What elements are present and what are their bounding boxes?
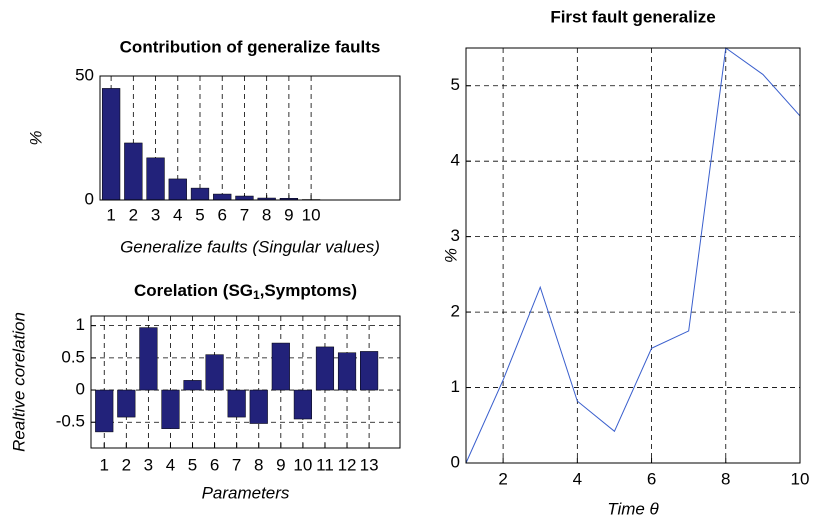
y-tick-label: 3	[451, 226, 460, 245]
x-tick-label: 8	[721, 469, 730, 488]
bar	[213, 193, 232, 201]
x-tick-label: 2	[129, 205, 138, 224]
y-tick-label: 2	[451, 302, 460, 321]
x-tick-label: 6	[217, 205, 226, 224]
title-subscript: 1	[253, 288, 260, 302]
data-line	[465, 47, 801, 464]
bar	[101, 88, 121, 201]
bar	[315, 346, 335, 391]
y-tick-label: 50	[75, 65, 94, 84]
x-tick-label: 8	[254, 455, 263, 474]
y-tick-label: 5	[451, 75, 460, 94]
bar	[117, 389, 136, 418]
x-tick-label: 5	[188, 455, 197, 474]
x-axis-label: Time θ	[607, 499, 659, 518]
x-tick-label: 1	[106, 205, 115, 224]
y-axis-label: %	[441, 248, 460, 263]
y-axis-label: Realtive corelation	[9, 312, 28, 452]
bar	[235, 195, 254, 201]
y-tick-label: 0	[85, 189, 94, 208]
x-tick-label: 4	[173, 205, 182, 224]
bar	[146, 157, 165, 201]
chart-title: Contribution of generalize faults	[120, 37, 381, 56]
bar	[183, 380, 202, 391]
y-tick-label: 1	[76, 315, 85, 334]
y-tick-label: 0	[76, 380, 85, 399]
y-tick-label: 1	[451, 377, 460, 396]
x-tick-label: 10	[302, 205, 321, 224]
bar	[124, 142, 143, 201]
x-tick-label: 4	[573, 469, 582, 488]
x-tick-label: 8	[262, 205, 271, 224]
x-tick-label: 10	[293, 455, 312, 474]
axes-box	[465, 47, 801, 464]
x-tick-label: 1	[100, 455, 109, 474]
x-tick-label: 2	[122, 455, 131, 474]
bar	[337, 352, 357, 391]
x-tick-label: 12	[338, 455, 357, 474]
x-tick-label: 7	[240, 205, 249, 224]
bar	[271, 342, 290, 391]
bar	[168, 178, 187, 201]
bar	[360, 351, 379, 391]
title-part: Corelation (SG	[134, 281, 253, 300]
y-tick-label: 0.5	[61, 347, 85, 366]
y-tick-label: 4	[451, 151, 460, 170]
title-part: ,Symptoms)	[260, 281, 357, 300]
y-tick-label: -0.5	[56, 412, 85, 431]
bar	[190, 187, 210, 201]
bar	[95, 389, 114, 433]
x-axis-label: Parameters	[202, 483, 290, 502]
axes-box	[90, 315, 401, 449]
x-tick-label: 5	[195, 205, 204, 224]
bar	[161, 389, 180, 429]
y-axis-label: %	[26, 130, 45, 145]
x-tick-label: 9	[276, 455, 285, 474]
x-tick-label: 2	[498, 469, 507, 488]
bar	[139, 327, 158, 391]
x-tick-label: 6	[210, 455, 219, 474]
x-tick-label: 7	[232, 455, 241, 474]
chart-title: Corelation (SG1,Symptoms)	[134, 281, 357, 301]
bar	[293, 389, 312, 420]
bar	[227, 389, 246, 418]
x-tick-label: 4	[166, 455, 175, 474]
x-tick-label: 11	[316, 455, 334, 474]
x-tick-label: 3	[151, 205, 160, 224]
chart-title: First fault generalize	[550, 7, 715, 26]
x-tick-label: 10	[791, 469, 810, 488]
bar	[249, 389, 268, 424]
x-tick-label: 13	[360, 455, 379, 474]
x-tick-label: 6	[647, 469, 656, 488]
x-axis-label: Generalize faults (Singular values)	[120, 237, 380, 256]
x-tick-label: 9	[284, 205, 293, 224]
y-tick-label: 0	[451, 452, 460, 471]
axes-box	[99, 75, 401, 201]
x-tick-label: 3	[144, 455, 153, 474]
bar	[205, 354, 224, 391]
